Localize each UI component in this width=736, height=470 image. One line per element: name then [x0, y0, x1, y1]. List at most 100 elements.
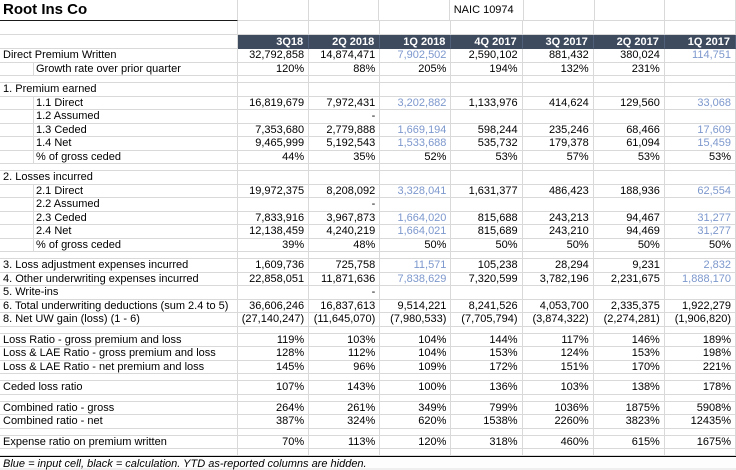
value-cell[interactable]: 231% — [593, 62, 665, 76]
row-label[interactable]: Direct Premium Written — [0, 49, 238, 63]
value-cell[interactable]: 138% — [593, 381, 665, 395]
value-cell[interactable] — [238, 110, 310, 124]
value-cell[interactable]: 535,732 — [451, 137, 523, 151]
input-cell[interactable]: 3,202,882 — [380, 96, 452, 110]
value-cell[interactable]: (7,705,794) — [451, 313, 523, 327]
value-cell[interactable]: 4,240,219 — [309, 225, 381, 239]
value-cell[interactable]: 172% — [451, 360, 523, 374]
value-cell[interactable]: - — [309, 110, 381, 124]
value-cell[interactable]: 815,688 — [451, 211, 523, 225]
column-header[interactable]: 3Q18 — [238, 35, 310, 49]
row-label[interactable]: Loss Ratio - gross premium and loss — [0, 333, 238, 347]
value-cell[interactable]: 132% — [522, 62, 594, 76]
value-cell[interactable]: 4,053,700 — [522, 299, 594, 313]
value-cell[interactable]: 144% — [451, 333, 523, 347]
value-cell[interactable] — [664, 286, 736, 300]
value-cell[interactable] — [451, 110, 523, 124]
value-cell[interactable]: 104% — [380, 347, 452, 361]
value-cell[interactable] — [380, 286, 452, 300]
value-cell[interactable]: 52% — [380, 150, 452, 164]
value-cell[interactable] — [238, 83, 310, 97]
value-cell[interactable]: 94,467 — [593, 211, 665, 225]
value-cell[interactable] — [522, 171, 594, 185]
value-cell[interactable]: 1538% — [451, 415, 523, 429]
row-label[interactable]: 2.1 Direct — [0, 184, 238, 198]
value-cell[interactable] — [451, 286, 523, 300]
value-cell[interactable]: 1,631,377 — [451, 184, 523, 198]
value-cell[interactable]: 1875% — [593, 401, 665, 415]
value-cell[interactable] — [664, 110, 736, 124]
value-cell[interactable]: 243,213 — [522, 211, 594, 225]
input-cell[interactable]: 1,669,194 — [380, 123, 452, 137]
value-cell[interactable]: 48% — [309, 238, 381, 252]
value-cell[interactable]: 235,246 — [522, 123, 594, 137]
row-label[interactable]: 4. Other underwriting expenses incurred — [0, 272, 238, 286]
row-label[interactable]: % of gross ceded — [0, 238, 238, 252]
value-cell[interactable] — [238, 286, 310, 300]
value-cell[interactable]: 188,936 — [593, 184, 665, 198]
value-cell[interactable]: - — [309, 286, 381, 300]
value-cell[interactable]: 460% — [522, 435, 594, 449]
value-cell[interactable]: 2,590,102 — [451, 49, 523, 63]
value-cell[interactable] — [664, 198, 736, 212]
value-cell[interactable]: 128% — [238, 347, 310, 361]
value-cell[interactable]: 153% — [451, 347, 523, 361]
row-label[interactable]: 3. Loss adjustment expenses incurred — [0, 259, 238, 273]
input-cell[interactable]: 1,664,020 — [380, 211, 452, 225]
value-cell[interactable]: 57% — [522, 150, 594, 164]
value-cell[interactable]: 14,874,471 — [309, 49, 381, 63]
value-cell[interactable]: 50% — [380, 238, 452, 252]
value-cell[interactable]: 22,858,051 — [238, 272, 310, 286]
column-header[interactable]: 1Q 2017 — [664, 35, 736, 49]
input-cell[interactable]: 1,533,688 — [380, 137, 452, 151]
value-cell[interactable] — [593, 110, 665, 124]
value-cell[interactable]: 349% — [380, 401, 452, 415]
value-cell[interactable]: 112% — [309, 347, 381, 361]
value-cell[interactable]: 39% — [238, 238, 310, 252]
row-label[interactable]: Ceded loss ratio — [0, 381, 238, 395]
value-cell[interactable]: 35% — [309, 150, 381, 164]
input-cell[interactable]: 31,277 — [664, 225, 736, 239]
row-label[interactable]: 1.2 Assumed — [0, 110, 238, 124]
value-cell[interactable]: 12435% — [664, 415, 736, 429]
value-cell[interactable]: (2,274,281) — [593, 313, 665, 327]
value-cell[interactable] — [664, 83, 736, 97]
value-cell[interactable]: 178% — [664, 381, 736, 395]
value-cell[interactable]: 1,922,279 — [664, 299, 736, 313]
value-cell[interactable]: 9,514,221 — [380, 299, 452, 313]
value-cell[interactable] — [593, 286, 665, 300]
column-header[interactable]: 4Q 2017 — [451, 35, 523, 49]
value-cell[interactable]: 205% — [380, 62, 452, 76]
value-cell[interactable]: (11,645,070) — [309, 313, 381, 327]
input-cell[interactable]: 31,277 — [664, 211, 736, 225]
value-cell[interactable] — [593, 83, 665, 97]
value-cell[interactable]: 1036% — [522, 401, 594, 415]
value-cell[interactable] — [380, 171, 452, 185]
row-label[interactable]: 2. Losses incurred — [0, 171, 238, 185]
column-header[interactable]: 3Q 2017 — [522, 35, 594, 49]
value-cell[interactable]: 243,210 — [522, 225, 594, 239]
value-cell[interactable] — [522, 110, 594, 124]
value-cell[interactable]: 120% — [380, 435, 452, 449]
value-cell[interactable]: 109% — [380, 360, 452, 374]
value-cell[interactable]: 105,238 — [451, 259, 523, 273]
value-cell[interactable]: 145% — [238, 360, 310, 374]
row-label[interactable]: 2.3 Ceded — [0, 211, 238, 225]
value-cell[interactable]: 100% — [380, 381, 452, 395]
value-cell[interactable]: 1675% — [664, 435, 736, 449]
value-cell[interactable]: 32,792,858 — [238, 49, 310, 63]
value-cell[interactable]: 44% — [238, 150, 310, 164]
value-cell[interactable]: 53% — [451, 150, 523, 164]
row-label[interactable]: 1.1 Direct — [0, 96, 238, 110]
row-label[interactable]: Growth rate over prior quarter — [0, 62, 238, 76]
value-cell[interactable]: 7,353,680 — [238, 123, 310, 137]
value-cell[interactable]: 16,837,613 — [309, 299, 381, 313]
row-label[interactable]: 1.3 Ceded — [0, 123, 238, 137]
value-cell[interactable]: 380,024 — [593, 49, 665, 63]
value-cell[interactable] — [451, 171, 523, 185]
value-cell[interactable]: 146% — [593, 333, 665, 347]
input-cell[interactable]: 1,664,021 — [380, 225, 452, 239]
value-cell[interactable] — [522, 286, 594, 300]
value-cell[interactable]: 3823% — [593, 415, 665, 429]
value-cell[interactable] — [522, 198, 594, 212]
